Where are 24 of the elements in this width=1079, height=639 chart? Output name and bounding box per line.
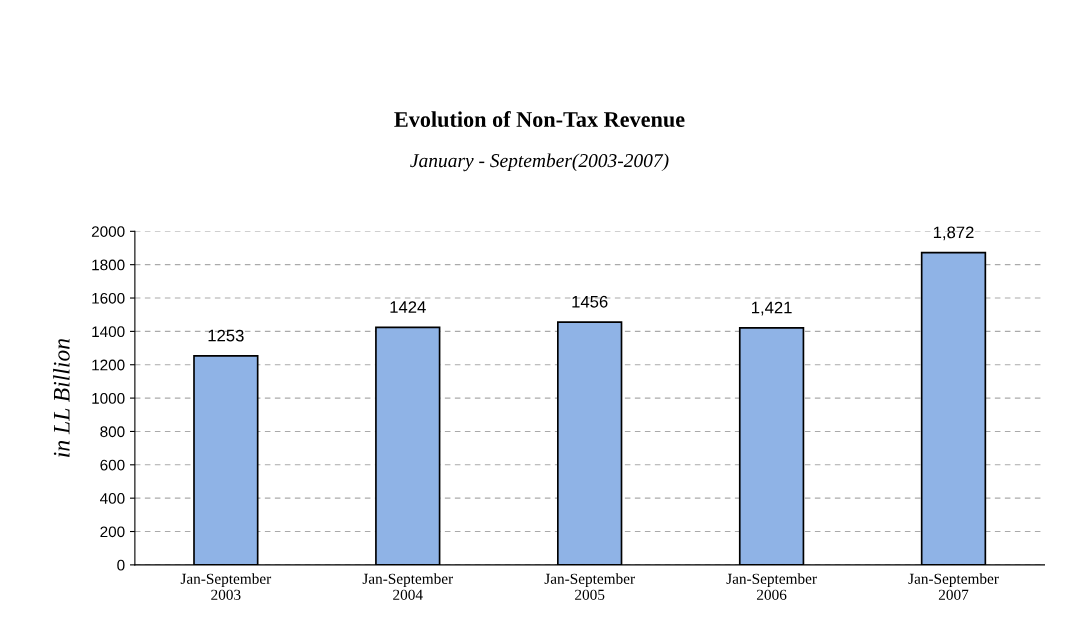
- x-tick-label: Jan-September 2004: [362, 573, 454, 600]
- y-tick-label: 600: [100, 459, 125, 471]
- y-tick-label: 400: [100, 493, 125, 504]
- y-axis-title: in LL Billion: [53, 338, 70, 457]
- data-label: 1,872: [933, 226, 974, 241]
- y-tick-label: 0: [117, 559, 125, 571]
- y-tick-label: 1000: [92, 392, 125, 404]
- y-tick-label: 2000: [91, 226, 125, 237]
- y-tick-label: 1200: [92, 359, 125, 371]
- data-label: 1424: [390, 301, 426, 313]
- y-tick-label: 1400: [92, 326, 125, 338]
- x-tick-label: Jan-September 2006: [726, 573, 817, 600]
- data-label: 1,421: [752, 301, 792, 316]
- data-label: 1253: [208, 329, 244, 342]
- y-tick-label: 1600: [92, 292, 125, 304]
- data-label: 1456: [572, 295, 608, 308]
- y-tick-label: 1800: [92, 259, 125, 271]
- chart-subtitle: January - September(2003-2007): [410, 153, 669, 172]
- x-tick-label: Jan-September 2003: [180, 573, 272, 600]
- y-tick-label: 200: [100, 526, 125, 538]
- x-tick-label: Jan-September 2007: [908, 573, 999, 600]
- y-tick-label: 800: [100, 426, 125, 438]
- chart-title: Evolution of Non-Tax Revenue: [394, 111, 685, 128]
- x-tick-label: Jan-September 2005: [544, 573, 635, 600]
